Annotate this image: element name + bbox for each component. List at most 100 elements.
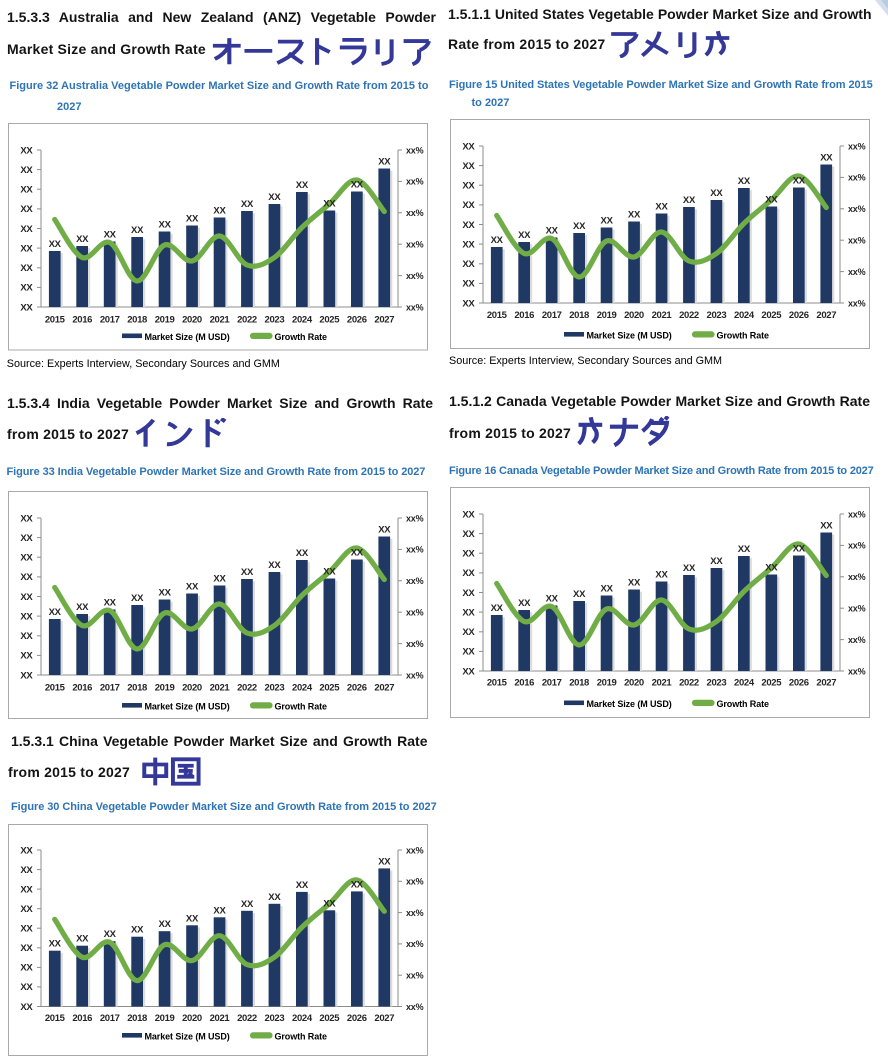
svg-text:2021: 2021 bbox=[651, 677, 672, 688]
svg-text:Growth Rate: Growth Rate bbox=[716, 698, 768, 708]
svg-text:XX: XX bbox=[462, 627, 475, 638]
svg-text:XX: XX bbox=[241, 899, 254, 910]
svg-text:XX: XX bbox=[240, 567, 253, 578]
svg-text:xx%: xx% bbox=[406, 971, 424, 981]
svg-text:XX: XX bbox=[462, 240, 475, 251]
svg-text:2018: 2018 bbox=[569, 310, 589, 321]
svg-text:2025: 2025 bbox=[761, 677, 782, 688]
svg-text:2025: 2025 bbox=[319, 1013, 340, 1024]
svg-text:XX: XX bbox=[20, 651, 33, 662]
svg-text:2017: 2017 bbox=[541, 310, 561, 321]
svg-text:2025: 2025 bbox=[319, 683, 340, 694]
svg-text:XX: XX bbox=[462, 181, 475, 192]
svg-text:2016: 2016 bbox=[72, 683, 92, 694]
svg-text:XX: XX bbox=[627, 210, 640, 221]
svg-text:2017: 2017 bbox=[541, 677, 561, 688]
svg-text:XX: XX bbox=[682, 563, 695, 574]
svg-text:XX: XX bbox=[20, 611, 33, 622]
svg-text:XX: XX bbox=[20, 165, 33, 176]
svg-text:XX: XX bbox=[104, 929, 117, 940]
svg-text:XX: XX bbox=[573, 589, 586, 600]
svg-text:XX: XX bbox=[655, 569, 668, 580]
svg-text:XX: XX bbox=[49, 939, 62, 950]
svg-text:XX: XX bbox=[159, 919, 172, 930]
svg-text:XX: XX bbox=[76, 934, 89, 945]
svg-text:XX: XX bbox=[131, 593, 144, 604]
svg-text:2023: 2023 bbox=[706, 677, 726, 688]
svg-text:XX: XX bbox=[462, 587, 475, 598]
svg-text:XX: XX bbox=[462, 528, 475, 539]
svg-text:2019: 2019 bbox=[154, 683, 174, 694]
svg-text:2023: 2023 bbox=[265, 1013, 285, 1024]
svg-text:2022: 2022 bbox=[237, 314, 257, 325]
svg-text:XX: XX bbox=[462, 220, 475, 231]
svg-text:2017: 2017 bbox=[99, 314, 119, 325]
svg-text:XX: XX bbox=[20, 670, 33, 681]
svg-text:2027: 2027 bbox=[816, 310, 836, 321]
svg-text:xx%: xx% bbox=[406, 908, 424, 918]
svg-text:Growth Rate: Growth Rate bbox=[716, 331, 768, 341]
svg-text:XX: XX bbox=[462, 509, 475, 520]
svg-text:2020: 2020 bbox=[182, 1013, 202, 1024]
svg-text:2024: 2024 bbox=[292, 314, 313, 325]
svg-text:2018: 2018 bbox=[127, 683, 147, 694]
svg-text:2021: 2021 bbox=[651, 310, 672, 321]
svg-text:Growth Rate: Growth Rate bbox=[274, 332, 326, 342]
svg-text:XX: XX bbox=[462, 142, 475, 153]
svg-text:2015: 2015 bbox=[45, 1013, 66, 1024]
svg-text:2018: 2018 bbox=[127, 1013, 147, 1024]
svg-text:Market Size (M USD): Market Size (M USD) bbox=[145, 1031, 230, 1041]
svg-text:2016: 2016 bbox=[514, 677, 534, 688]
svg-text:2026: 2026 bbox=[788, 677, 808, 688]
svg-text:XX: XX bbox=[20, 224, 33, 235]
svg-text:xx%: xx% bbox=[406, 208, 424, 218]
svg-text:xx%: xx% bbox=[406, 877, 424, 887]
svg-text:2025: 2025 bbox=[319, 314, 340, 325]
svg-text:xx%: xx% bbox=[406, 145, 424, 155]
svg-text:XX: XX bbox=[20, 1002, 33, 1013]
svg-text:XX: XX bbox=[20, 592, 33, 603]
svg-text:2027: 2027 bbox=[374, 314, 394, 325]
svg-text:XX: XX bbox=[20, 283, 33, 294]
svg-text:XX: XX bbox=[20, 243, 33, 254]
svg-text:2020: 2020 bbox=[624, 310, 644, 321]
svg-text:2020: 2020 bbox=[182, 314, 202, 325]
svg-text:XX: XX bbox=[20, 963, 33, 974]
svg-text:XX: XX bbox=[131, 225, 144, 236]
svg-text:XX: XX bbox=[323, 199, 336, 210]
svg-text:xx%: xx% bbox=[406, 639, 424, 649]
svg-text:2021: 2021 bbox=[210, 1013, 231, 1024]
svg-text:xx%: xx% bbox=[406, 513, 424, 523]
svg-text:XX: XX bbox=[185, 582, 198, 593]
svg-text:xx%: xx% bbox=[406, 240, 424, 250]
svg-text:xx%: xx% bbox=[848, 267, 866, 277]
svg-text:xx%: xx% bbox=[406, 608, 424, 618]
svg-text:XX: XX bbox=[20, 572, 33, 583]
svg-text:XX: XX bbox=[351, 879, 364, 890]
svg-text:XX: XX bbox=[20, 865, 33, 876]
svg-text:XX: XX bbox=[20, 302, 33, 313]
svg-text:XX: XX bbox=[240, 199, 253, 210]
svg-text:xx%: xx% bbox=[406, 939, 424, 949]
svg-text:XX: XX bbox=[518, 598, 531, 609]
svg-text:xx%: xx% bbox=[848, 299, 866, 309]
svg-text:XX: XX bbox=[682, 195, 695, 206]
svg-text:Market Size (M USD): Market Size (M USD) bbox=[586, 698, 671, 708]
svg-text:2021: 2021 bbox=[209, 683, 230, 694]
svg-text:XX: XX bbox=[792, 543, 805, 554]
svg-text:XX: XX bbox=[20, 513, 33, 524]
svg-text:2016: 2016 bbox=[72, 1013, 92, 1024]
svg-text:xx%: xx% bbox=[406, 845, 424, 855]
svg-text:XX: XX bbox=[462, 299, 475, 310]
svg-text:XX: XX bbox=[20, 904, 33, 915]
svg-text:XX: XX bbox=[600, 583, 613, 594]
svg-text:XX: XX bbox=[48, 607, 61, 618]
svg-text:2026: 2026 bbox=[346, 683, 366, 694]
svg-text:xx%: xx% bbox=[848, 173, 866, 183]
svg-text:xx%: xx% bbox=[406, 271, 424, 281]
svg-text:2015: 2015 bbox=[486, 310, 507, 321]
svg-text:XX: XX bbox=[655, 202, 668, 213]
svg-text:XX: XX bbox=[462, 607, 475, 618]
svg-text:XX: XX bbox=[20, 263, 33, 274]
svg-text:XX: XX bbox=[186, 913, 199, 924]
